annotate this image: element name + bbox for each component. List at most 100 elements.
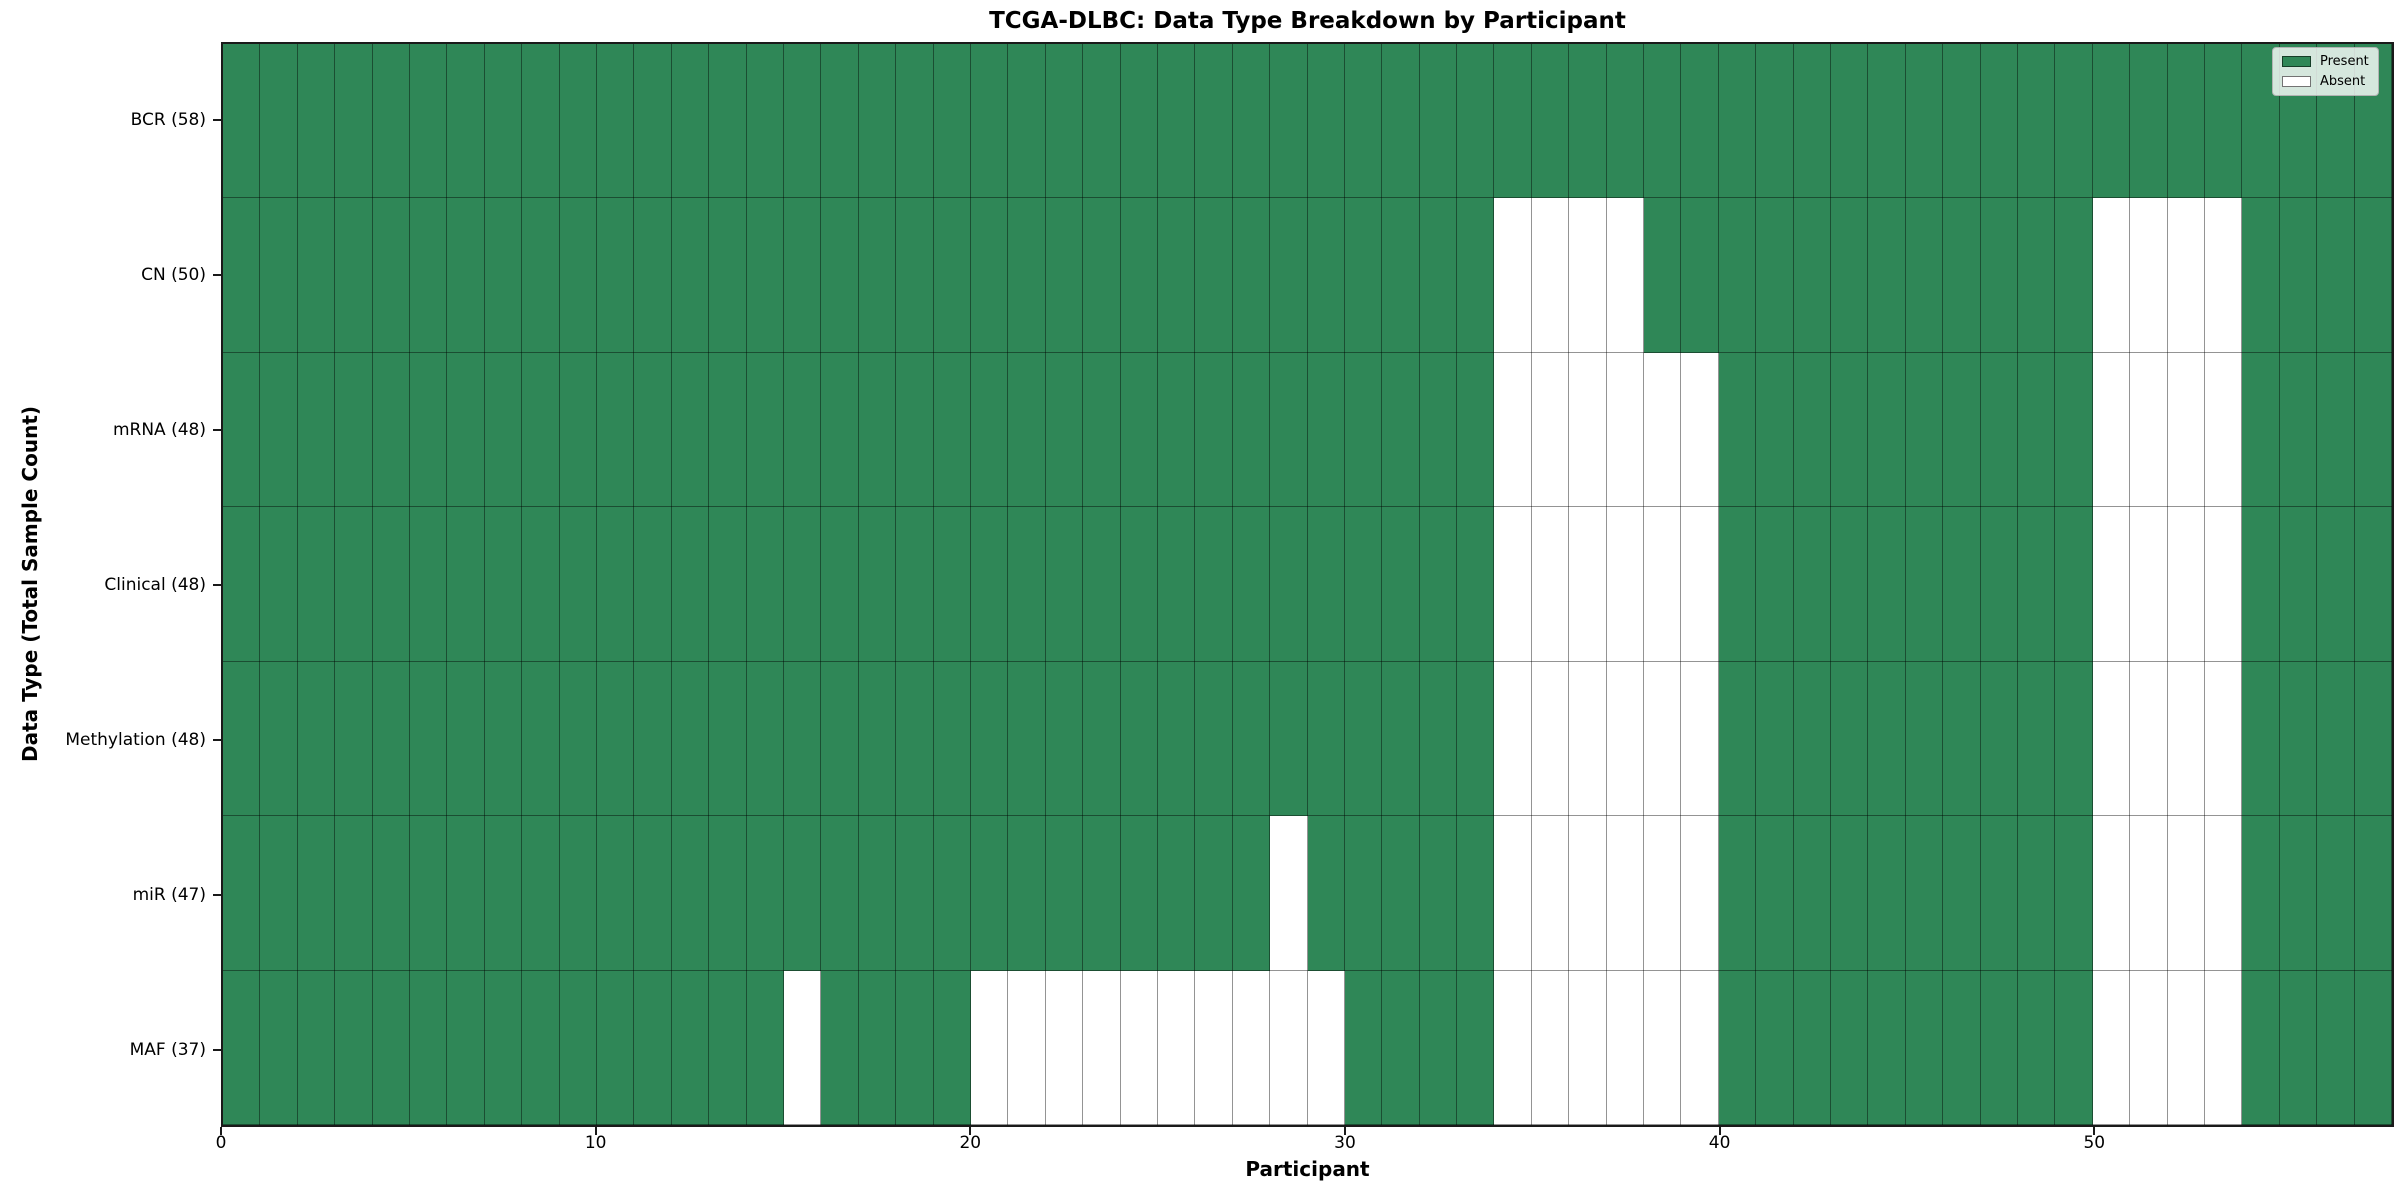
heatmap-cell [858,661,897,817]
heatmap-cell [671,970,710,1125]
heatmap-cell [783,661,822,817]
heatmap-cell [2130,507,2168,662]
heatmap-cell [484,661,523,817]
heatmap-cell [1307,44,1345,199]
heatmap-plot [221,42,2394,1127]
heatmap-cell [1756,44,1794,199]
heatmap-cell [2205,816,2243,971]
heatmap-cell [1905,507,1944,662]
heatmap-cell [1419,661,1458,817]
heatmap-cell [2167,970,2206,1125]
heatmap-cell [896,198,934,353]
heatmap-cell [297,44,336,199]
heatmap-cell [522,507,560,662]
heatmap-cell [2055,970,2093,1125]
heatmap-cell [1531,352,1570,508]
heatmap-cell [1868,44,1906,199]
heatmap-cell [1307,970,1345,1125]
heatmap-cell [1569,507,1607,662]
heatmap-cell [559,44,597,199]
heatmap-cell [260,661,298,817]
heatmap-cell [596,816,635,971]
heatmap-cell [2167,44,2206,199]
heatmap-cell [223,507,261,662]
heatmap-cell [1232,44,1271,199]
heatmap-cell [1831,970,1869,1125]
heatmap-cell [1644,970,1682,1125]
heatmap-cell [1270,507,1308,662]
heatmap-cell [896,970,934,1125]
heatmap-cell [1868,352,1906,508]
heatmap-cell [1232,198,1271,353]
heatmap-cell [522,44,560,199]
heatmap-cell [1382,198,1420,353]
y-tick-mark [213,273,221,276]
heatmap-cell [2242,352,2280,508]
heatmap-cell [2242,198,2280,353]
heatmap-cell [297,352,336,508]
heatmap-cell [1569,44,1607,199]
heatmap-cell [1831,44,1869,199]
heatmap-cell [783,352,822,508]
heatmap-cell [1718,507,1757,662]
heatmap-cell [223,970,261,1125]
heatmap-cell [260,970,298,1125]
heatmap-cell [1157,661,1196,817]
heatmap-cell [1606,352,1645,508]
heatmap-cell [709,44,747,199]
heatmap-cell [484,816,523,971]
heatmap-cell [409,352,448,508]
heatmap-cell [447,198,485,353]
heatmap-cell [522,198,560,353]
heatmap-cell [1157,816,1196,971]
heatmap-cell [1270,970,1308,1125]
heatmap-cell [409,661,448,817]
heatmap-cell [1083,352,1121,508]
heatmap-cell [1606,44,1645,199]
heatmap-cell [2354,507,2392,662]
heatmap-cell [2167,198,2206,353]
heatmap-cell [1008,970,1046,1125]
heatmap-cell [2317,352,2355,508]
heatmap-cell [1569,970,1607,1125]
heatmap-cell [634,970,672,1125]
y-tick-mark [213,1048,221,1051]
heatmap-cell [1457,44,1495,199]
heatmap-cell [2092,816,2131,971]
heatmap-cell [1606,507,1645,662]
heatmap-cell [1831,816,1869,971]
heatmap-cell [1718,970,1757,1125]
heatmap-cell [2055,661,2093,817]
heatmap-cell [2242,816,2280,971]
x-tick-mark [969,1127,972,1135]
heatmap-cell [447,352,485,508]
heatmap-cell [1120,661,1158,817]
heatmap-cell [2205,44,2243,199]
heatmap-cell [933,507,971,662]
heatmap-cell [1419,198,1458,353]
chart-title: TCGA-DLBC: Data Type Breakdown by Partic… [989,8,1626,34]
heatmap-cell [746,816,784,971]
heatmap-cell [1644,661,1682,817]
heatmap-cell [1644,198,1682,353]
heatmap-cell [1943,816,1981,971]
heatmap-cell [1831,352,1869,508]
heatmap-cell [2279,198,2318,353]
heatmap-cell [2130,44,2168,199]
legend-label: Present [2320,54,2369,69]
heatmap-cell [1681,507,1719,662]
heatmap-cell [2055,352,2093,508]
heatmap-cell [2317,198,2355,353]
heatmap-cell [1344,661,1383,817]
heatmap-cell [1270,661,1308,817]
heatmap-cell [1120,352,1158,508]
heatmap-cell [2092,352,2131,508]
heatmap-cell [1905,661,1944,817]
heatmap-cell [1681,970,1719,1125]
heatmap-cell [522,661,560,817]
heatmap-cell [1905,970,1944,1125]
heatmap-cell [821,816,859,971]
heatmap-cell [1419,816,1458,971]
heatmap-cell [970,44,1009,199]
